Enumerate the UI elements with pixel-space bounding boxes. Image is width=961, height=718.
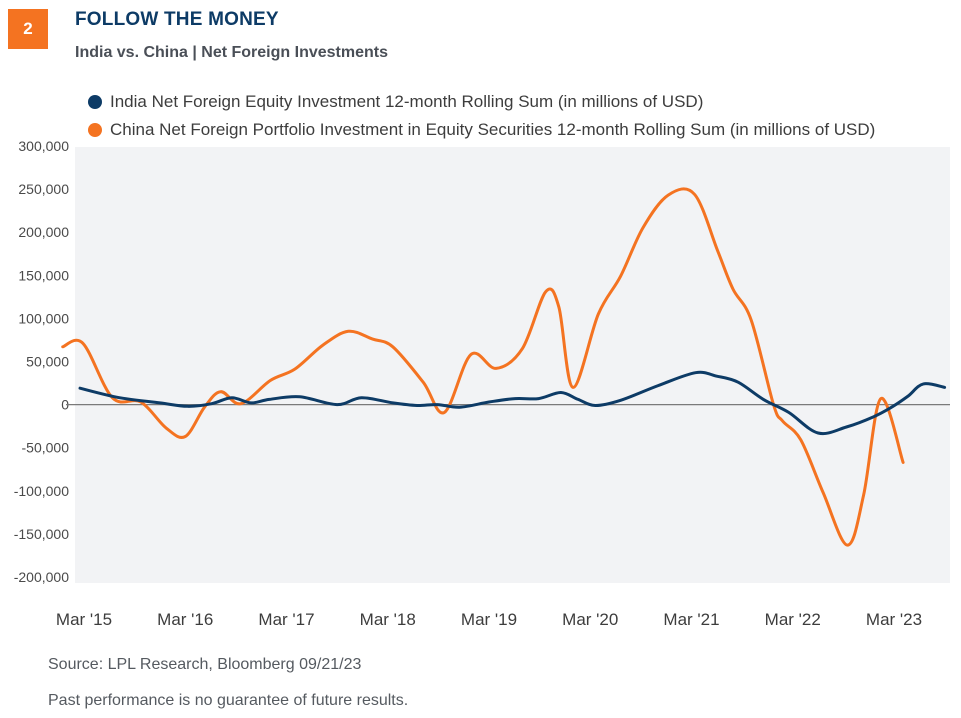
x-tick-label: Mar '19	[461, 610, 517, 629]
y-tick-label: 100,000	[18, 310, 69, 326]
chart-subtitle: India vs. China | Net Foreign Investment…	[75, 44, 388, 61]
y-tick-label: 50,000	[26, 354, 69, 370]
chart-legend: India Net Foreign Equity Investment 12-m…	[88, 88, 875, 144]
x-tick-label: Mar '21	[663, 610, 719, 629]
x-tick-label: Mar '20	[562, 610, 618, 629]
chart-title: FOLLOW THE MONEY	[75, 9, 279, 30]
legend-label-india: India Net Foreign Equity Investment 12-m…	[110, 92, 704, 111]
y-tick-label: 250,000	[18, 181, 69, 197]
plot-area	[75, 147, 950, 583]
y-tick-label: 200,000	[18, 224, 69, 240]
figure-number-badge: 2	[8, 9, 48, 49]
legend-label-china: China Net Foreign Portfolio Investment i…	[110, 120, 876, 139]
y-tick-label: 300,000	[18, 138, 69, 154]
x-tick-label: Mar '18	[360, 610, 416, 629]
y-tick-label: -150,000	[14, 526, 69, 542]
x-tick-label: Mar '17	[258, 610, 314, 629]
legend-marker-china	[88, 123, 102, 137]
x-tick-label: Mar '16	[157, 610, 213, 629]
x-tick-label: Mar '23	[866, 610, 922, 629]
y-axis: 300,000 250,000 200,000 150,000 100,000 50,00…	[14, 138, 69, 585]
india-series-line	[78, 370, 947, 436]
y-tick-label: -50,000	[22, 440, 70, 456]
y-tick-label: -200,000	[14, 569, 69, 585]
x-tick-label: Mar '15	[56, 610, 112, 629]
x-tick-label: Mar '22	[765, 610, 821, 629]
x-axis: Mar '15 Mar '16 Mar '17 Mar '18 Mar '19 Mar '…	[56, 610, 922, 629]
legend-marker-india	[88, 95, 102, 109]
y-tick-label: -100,000	[14, 483, 69, 499]
legend-item-india: India Net Foreign Equity Investment 12-m…	[88, 88, 875, 116]
china-series-line	[61, 187, 905, 547]
legend-item-china: China Net Foreign Portfolio Investment i…	[88, 116, 875, 144]
series-layer	[61, 187, 947, 547]
disclaimer-note: Past performance is no guarantee of futu…	[48, 692, 409, 709]
source-note: Source: LPL Research, Bloomberg 09/21/23	[48, 656, 362, 673]
y-tick-label: 150,000	[18, 267, 69, 283]
y-tick-label: 0	[61, 397, 69, 413]
